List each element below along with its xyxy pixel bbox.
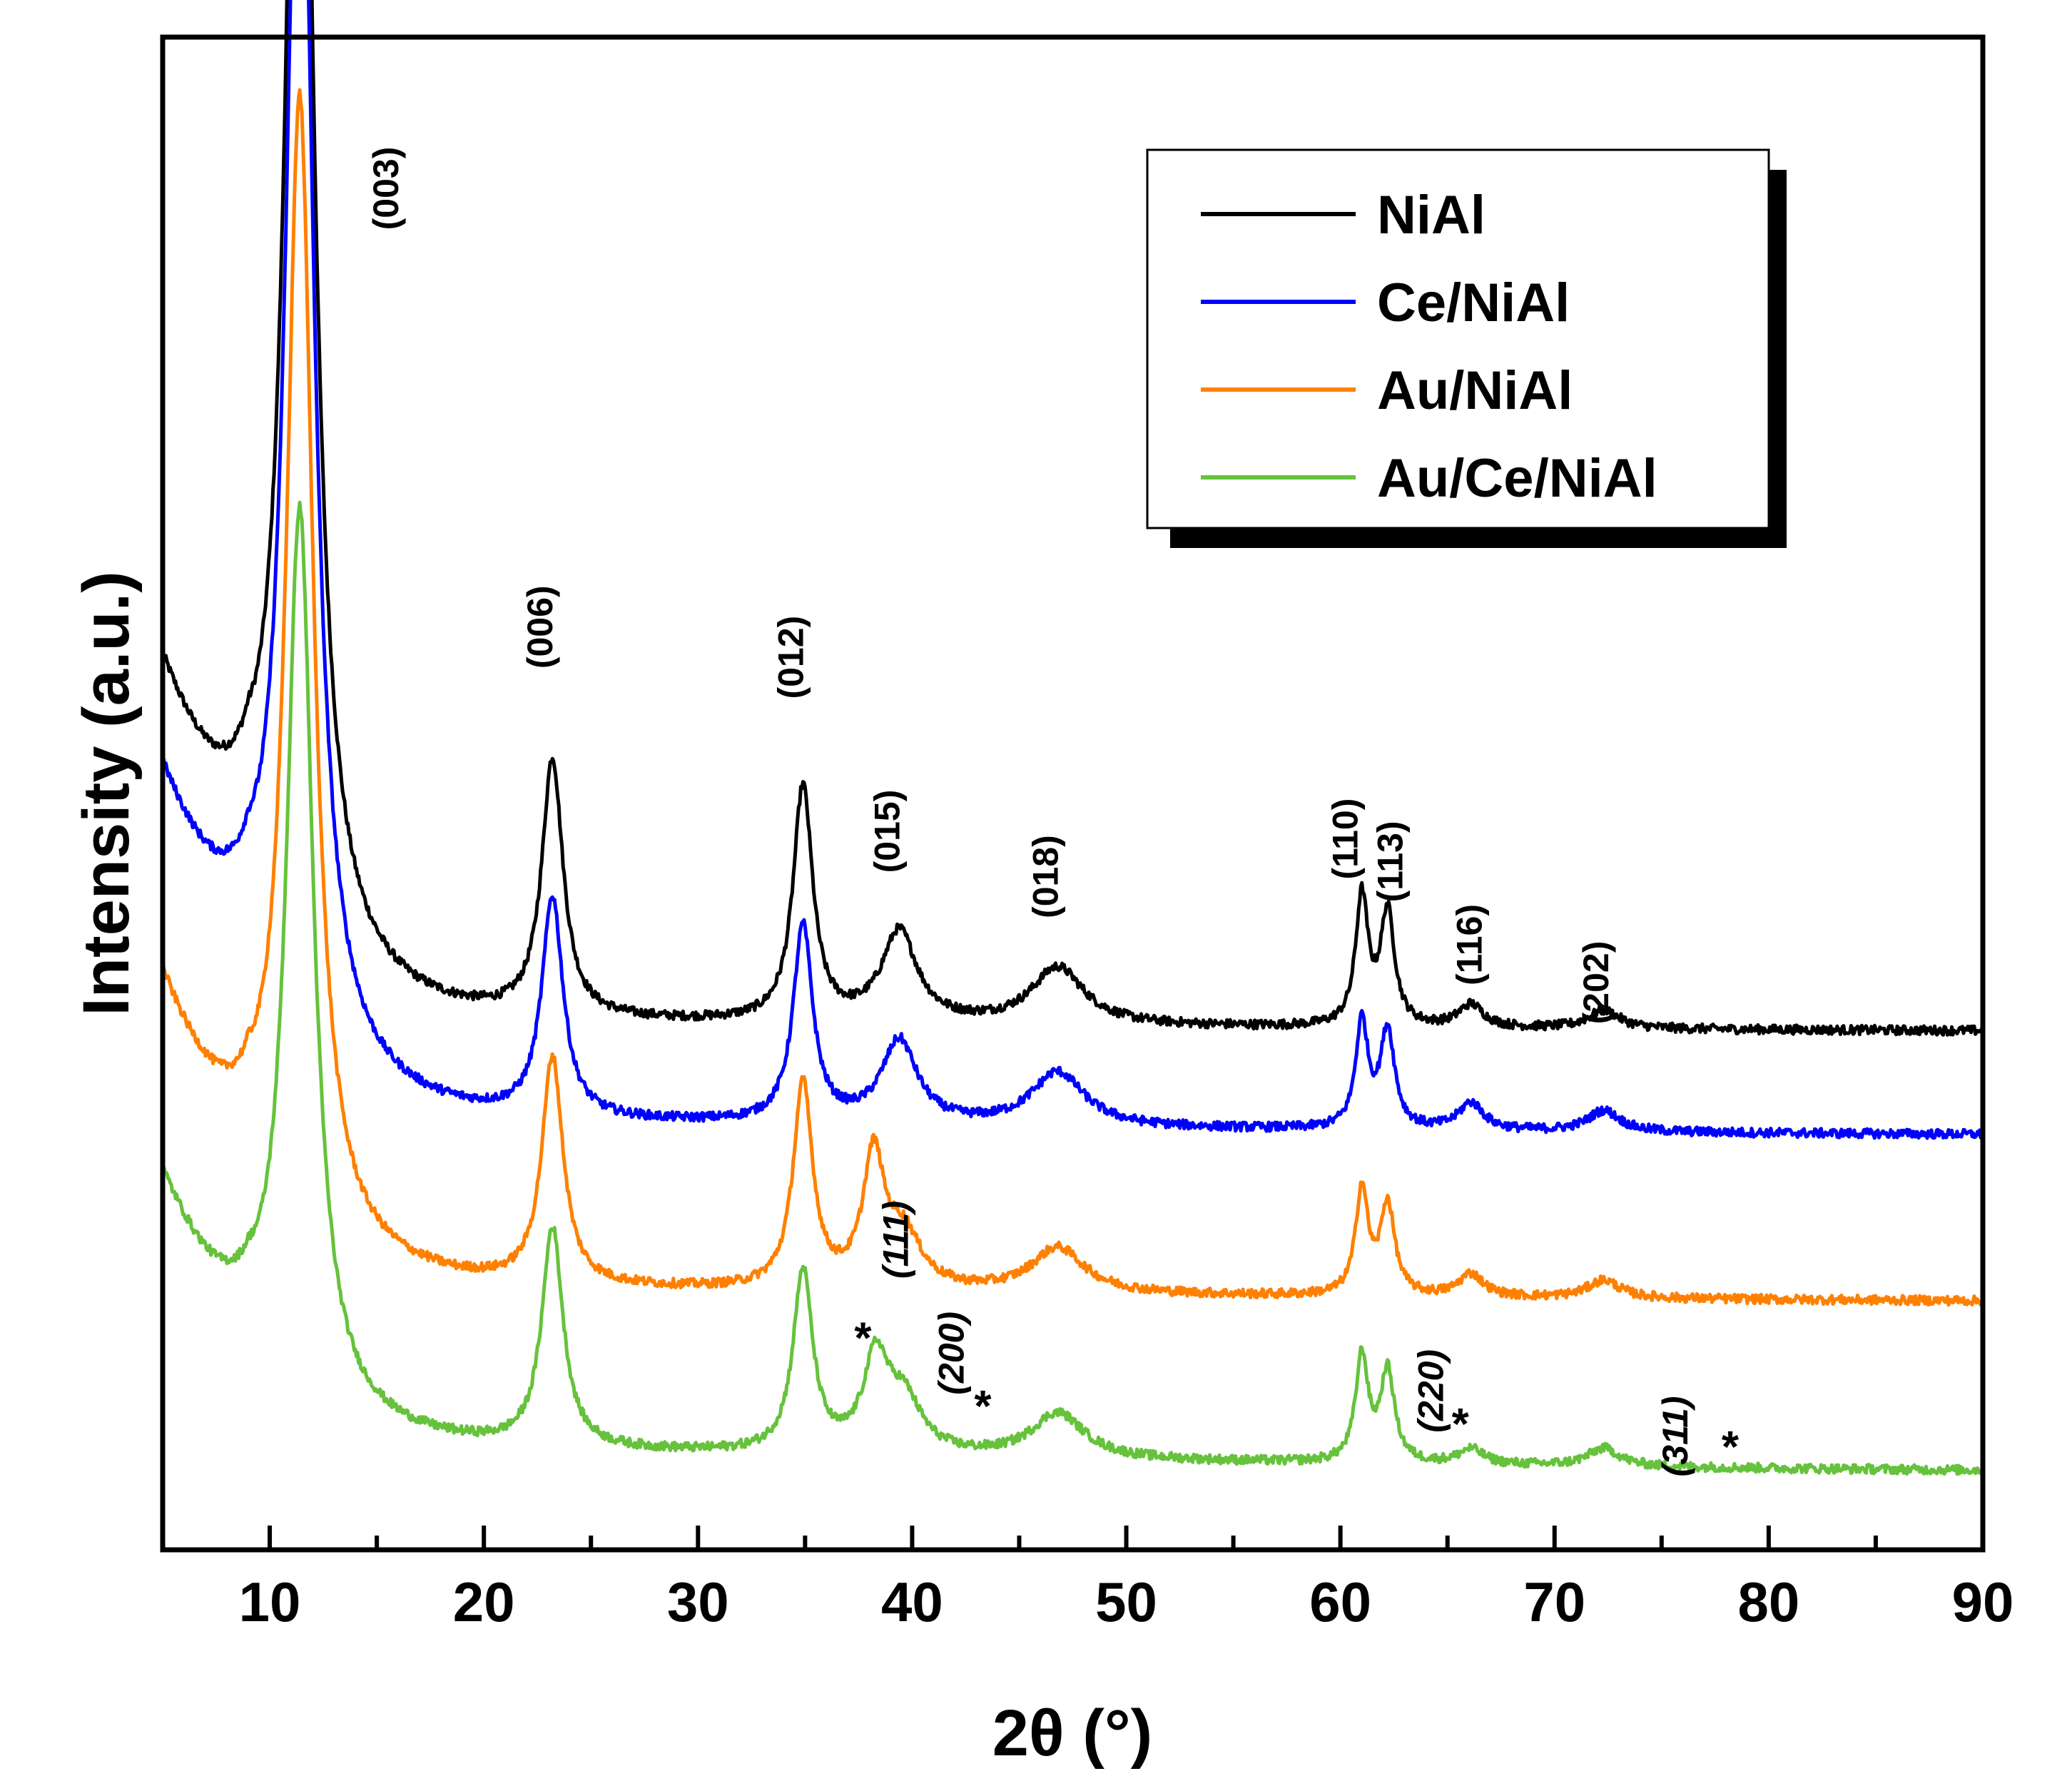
au-peak-marker: * <box>854 1314 872 1363</box>
series-line-au-ce-nial <box>161 500 1984 1476</box>
au-peak-marker: * <box>974 1382 992 1431</box>
x-tick-label: 70 <box>1523 1571 1585 1633</box>
hkl-label: (110) <box>1326 798 1366 880</box>
series-line-au-nial <box>161 88 1985 1307</box>
series-line-ce-nial <box>161 0 1985 1140</box>
x-tick-label: 30 <box>667 1571 729 1633</box>
x-tick-label: 50 <box>1095 1571 1157 1633</box>
hkl-label: (015) <box>867 790 907 873</box>
series-line-nial <box>161 0 1985 1037</box>
hkl-label: (018) <box>1026 835 1066 918</box>
hkl-label: (003) <box>366 147 406 230</box>
x-tick-label: 10 <box>239 1571 301 1633</box>
hkl-label: (116) <box>1450 904 1490 985</box>
hkl-label: (311) <box>1655 1396 1695 1476</box>
legend-label: Ce/NiAl <box>1377 273 1570 333</box>
legend: NiAl Ce/NiAl Au/NiAl Au/Ce/NiAl <box>1146 148 1787 548</box>
series-layer <box>161 0 1985 1476</box>
peak-annotations: (003) (006) (012) (015) (018) (110) (113) (116)… <box>366 147 1740 1477</box>
x-tick-label: 40 <box>881 1571 943 1633</box>
x-tick-label: 90 <box>1952 1571 2014 1633</box>
x-tick-label: 20 <box>453 1571 515 1633</box>
legend-label: Au/NiAl <box>1377 360 1573 421</box>
hkl-label: (220) <box>1411 1349 1451 1433</box>
x-axis-label: 2θ (°) <box>992 1697 1153 1770</box>
hkl-label: (012) <box>771 616 811 699</box>
legend-label: Au/Ce/NiAl <box>1377 448 1657 509</box>
plot-frame <box>160 34 1986 1553</box>
legend-label: NiAl <box>1377 185 1486 245</box>
x-tick-label: 80 <box>1737 1571 1799 1633</box>
hkl-label: (202) <box>1576 941 1616 1025</box>
hkl-label: (113) <box>1371 821 1411 902</box>
hkl-label: (006) <box>520 585 560 669</box>
hkl-label: (111) <box>875 1201 915 1279</box>
x-tick-label: 60 <box>1309 1571 1371 1633</box>
au-peak-marker: * <box>1722 1423 1740 1472</box>
x-axis-ticks: 10 20 30 40 50 60 70 80 90 <box>239 1526 2014 1633</box>
y-axis-label: Intensity (a.u.) <box>70 571 143 1016</box>
au-peak-marker: * <box>1452 1400 1470 1449</box>
hkl-label: (200) <box>931 1311 971 1395</box>
